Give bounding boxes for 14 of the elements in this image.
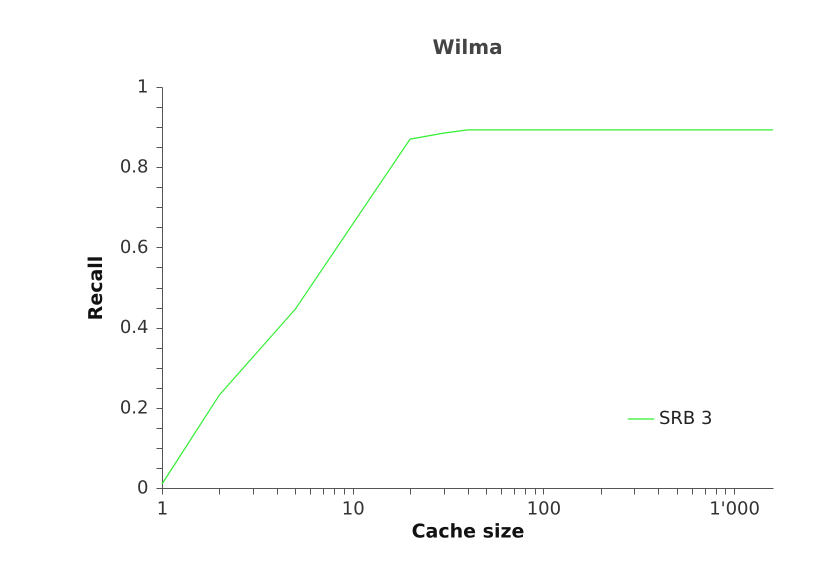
x-tick-label: 1'000 xyxy=(709,498,760,520)
y-tick-label: 0.4 xyxy=(120,317,148,338)
legend-label: SRB 3 xyxy=(659,408,712,429)
y-tick-label: 0.6 xyxy=(120,236,148,258)
y-axis-title: Recall xyxy=(84,256,107,320)
y-tick-label: 0 xyxy=(137,478,148,498)
x-axis-title: Cache size xyxy=(412,520,524,542)
x-tick-label: 100 xyxy=(526,498,562,520)
y-tick-label: 1 xyxy=(137,76,148,98)
y-tick-label: 0.2 xyxy=(120,397,148,418)
x-tick-label: 1 xyxy=(156,498,168,520)
x-tick-label: 10 xyxy=(342,498,365,520)
chart-title: Wilma xyxy=(432,35,503,59)
y-tick-label: 0.8 xyxy=(120,156,148,178)
